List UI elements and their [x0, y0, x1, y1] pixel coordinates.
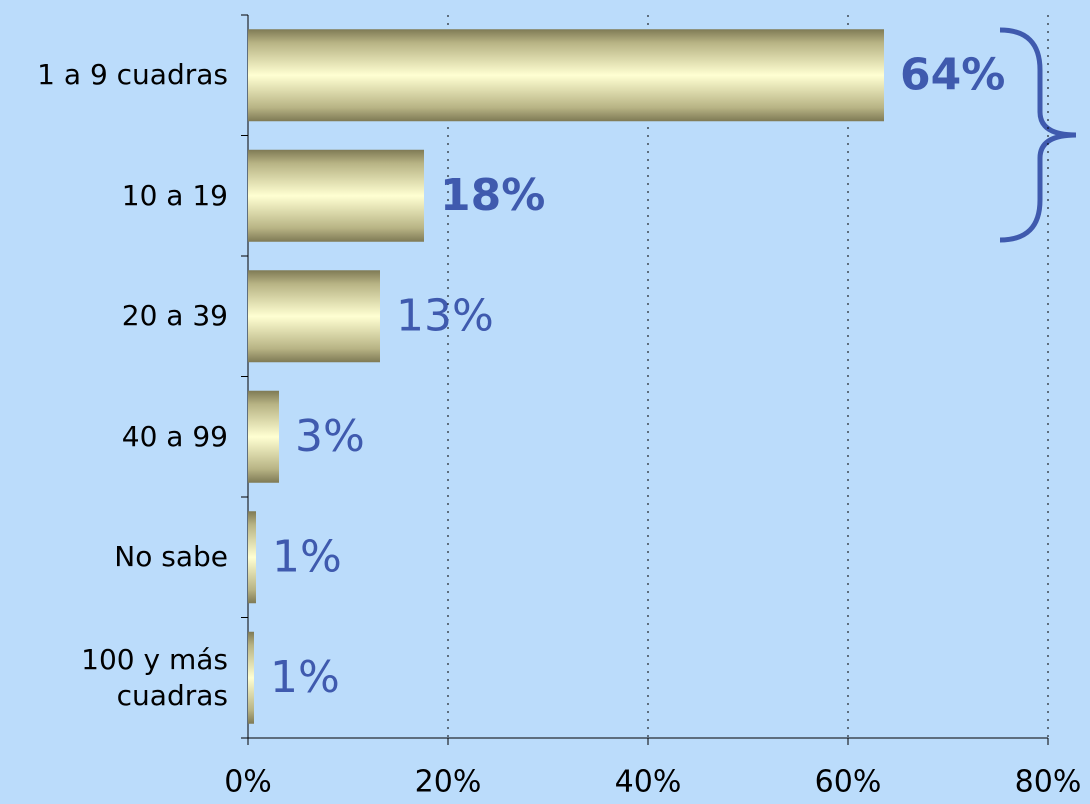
data-label: 18% — [440, 170, 545, 221]
y-tick-label: 100 y más cuadras — [81, 642, 228, 712]
bar — [248, 631, 254, 724]
bar — [248, 511, 256, 604]
x-tick-label: 80% — [1015, 765, 1082, 800]
brace — [999, 27, 1077, 243]
x-tick-label: 60% — [815, 765, 882, 800]
data-label: 1% — [270, 652, 340, 703]
data-label: 64% — [900, 49, 1005, 100]
y-tick-label: No sabe — [114, 540, 228, 574]
x-tick-label: 20% — [415, 765, 482, 800]
bar — [248, 149, 424, 242]
y-tick-label: 40 a 99 — [121, 419, 228, 453]
y-tick-label: 1 a 9 cuadras — [37, 58, 228, 92]
data-label: 3% — [295, 411, 365, 462]
bar — [248, 29, 884, 122]
x-tick-label: 40% — [615, 765, 682, 800]
bar — [248, 390, 279, 483]
data-label: 1% — [272, 531, 342, 582]
y-tick-label: 20 a 39 — [121, 299, 228, 333]
x-tick-label: 0% — [224, 765, 272, 800]
bar — [248, 270, 380, 363]
data-label: 13% — [396, 290, 494, 341]
y-tick-label: 10 a 19 — [121, 178, 228, 212]
